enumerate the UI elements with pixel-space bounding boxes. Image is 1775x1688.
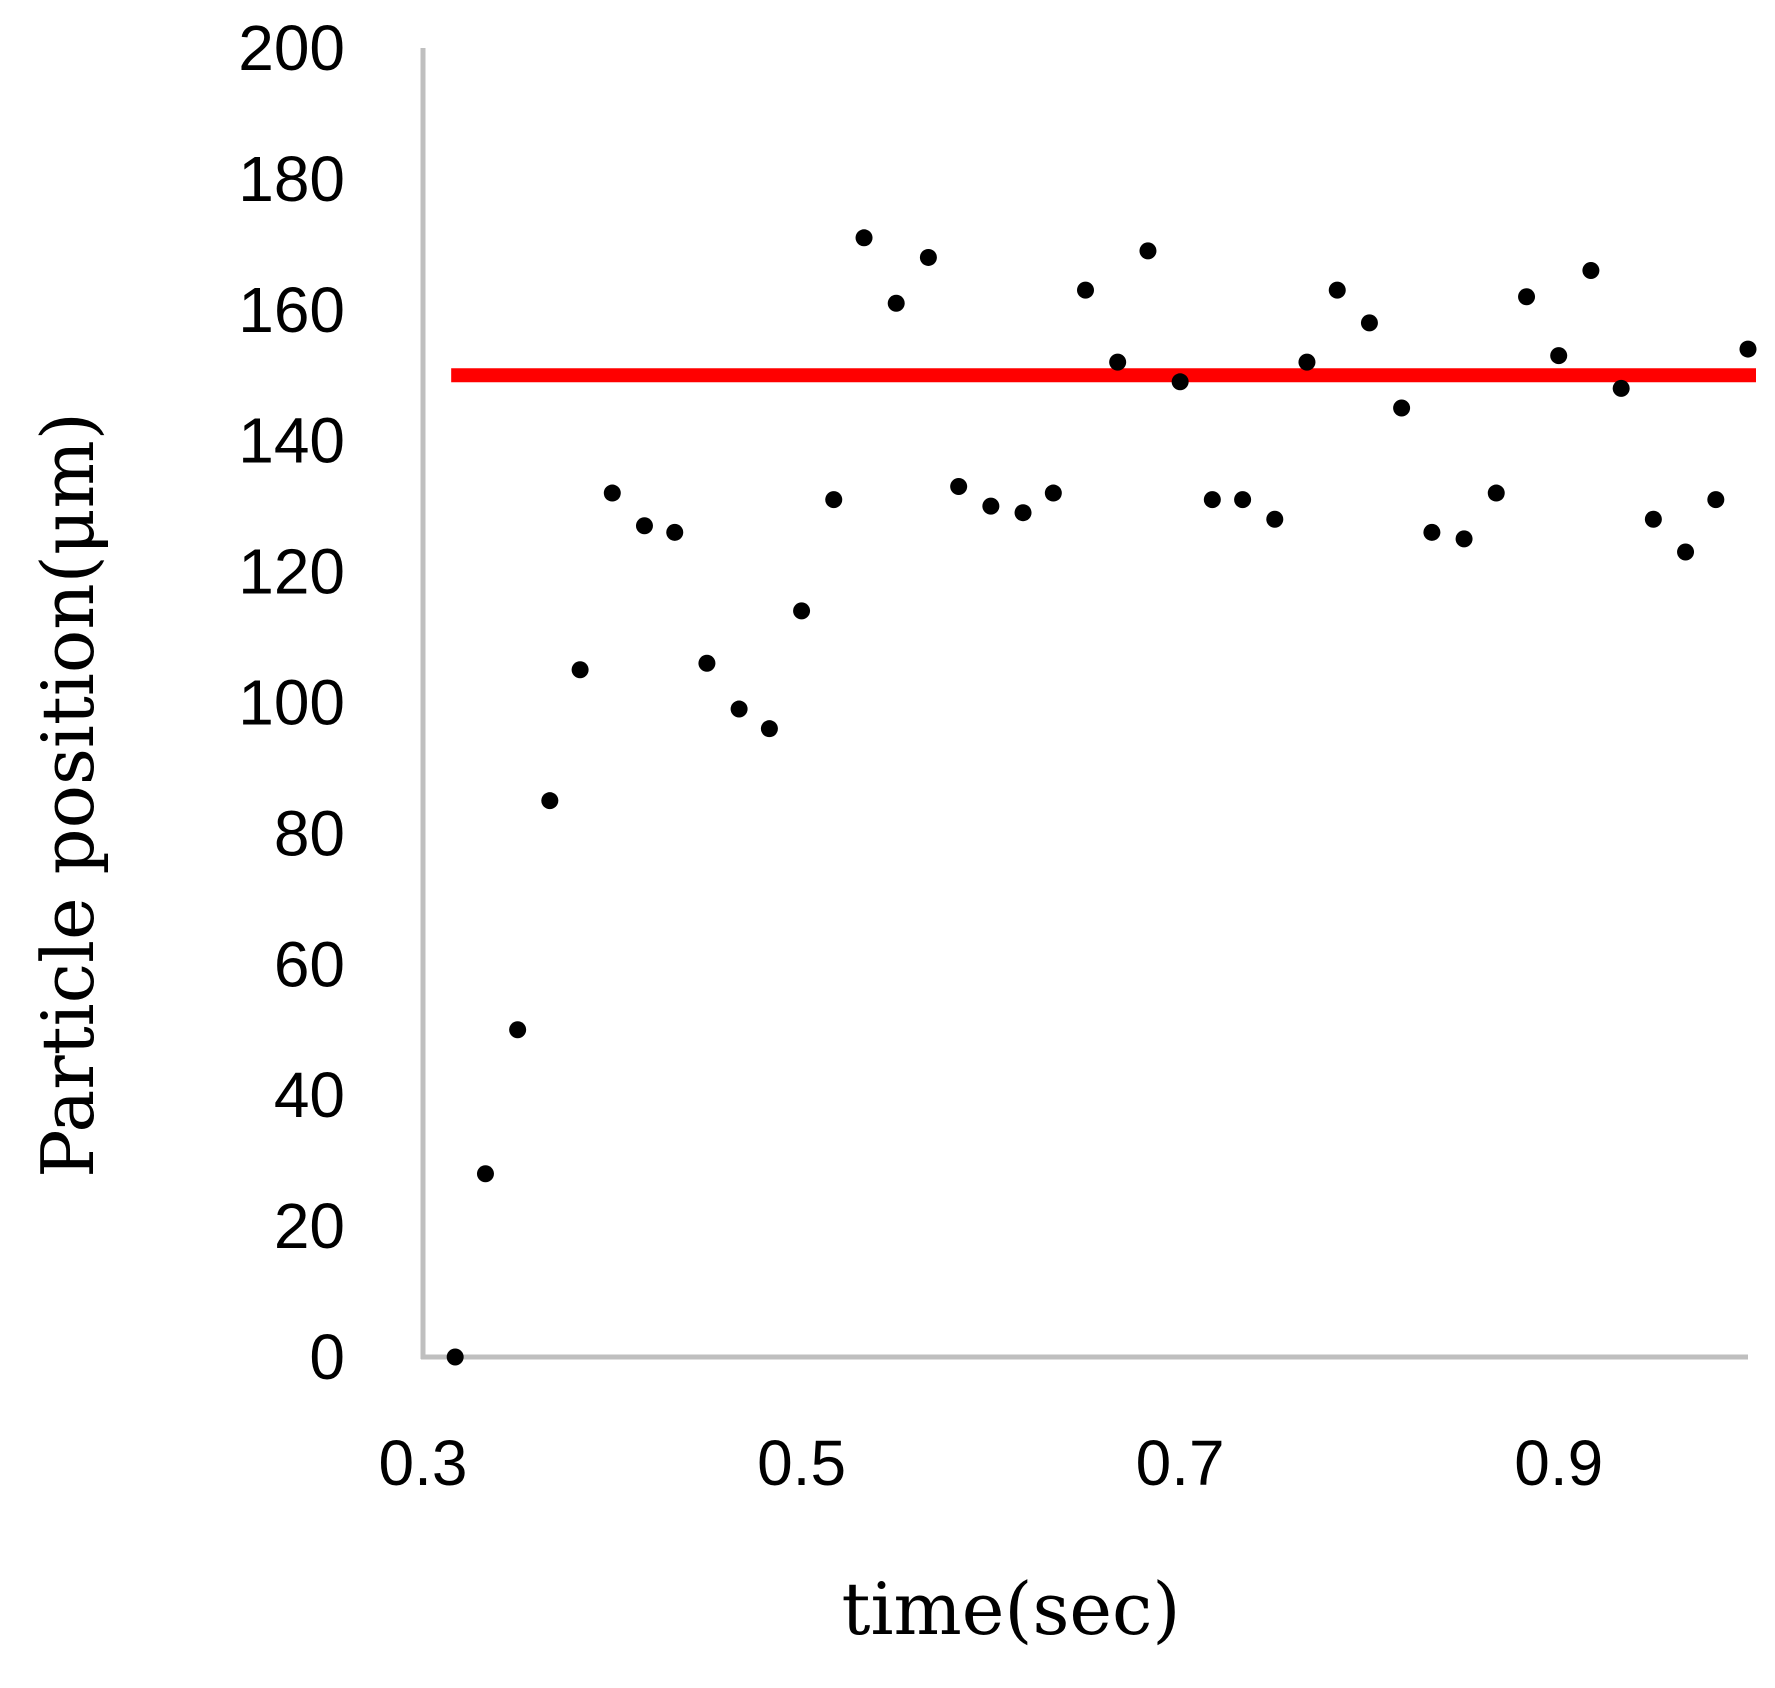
data-point	[666, 524, 683, 541]
data-point	[1550, 347, 1567, 364]
data-point	[509, 1021, 526, 1038]
data-point	[604, 485, 621, 502]
y-axis-title: Particle position(μm)	[26, 412, 110, 1178]
data-point	[888, 295, 905, 312]
data-point	[1423, 524, 1440, 541]
data-point	[1518, 288, 1535, 305]
data-point	[1645, 511, 1662, 528]
data-point	[982, 498, 999, 515]
x-tick-label: 0.5	[757, 1427, 846, 1499]
data-point	[950, 478, 967, 495]
data-point	[1172, 373, 1189, 390]
y-tick-label: 160	[238, 274, 345, 346]
data-point	[1139, 242, 1156, 259]
data-point	[1015, 504, 1032, 521]
data-point	[698, 655, 715, 672]
x-tick-labels: 0.3 0.5 0.7 0.9	[379, 1427, 1604, 1499]
data-point	[1393, 399, 1410, 416]
data-point	[761, 720, 778, 737]
data-point	[477, 1165, 494, 1182]
data-point	[1707, 491, 1724, 508]
x-tick-label: 0.9	[1514, 1427, 1603, 1499]
data-point	[541, 792, 558, 809]
y-tick-label: 40	[274, 1059, 345, 1131]
y-tick-label: 100	[238, 667, 345, 739]
data-point	[793, 602, 810, 619]
data-point	[1045, 485, 1062, 502]
x-tick-label: 0.7	[1136, 1427, 1225, 1499]
data-points	[447, 229, 1757, 1365]
data-point	[1456, 530, 1473, 547]
data-point	[1266, 511, 1283, 528]
data-point	[1582, 262, 1599, 279]
data-point	[1077, 282, 1094, 299]
y-tick-label: 120	[238, 536, 345, 608]
data-point	[856, 229, 873, 246]
y-tick-label: 60	[274, 928, 345, 1000]
x-axis-title: time(sec)	[842, 1567, 1181, 1651]
data-point	[636, 517, 653, 534]
data-point	[1677, 543, 1694, 560]
y-tick-label: 20	[274, 1190, 345, 1262]
data-point	[1109, 354, 1126, 371]
x-tick-label: 0.3	[379, 1427, 468, 1499]
y-tick-label: 80	[274, 797, 345, 869]
data-point	[1488, 485, 1505, 502]
data-point	[1298, 354, 1315, 371]
data-point	[825, 491, 842, 508]
axes	[421, 48, 1748, 1359]
y-tick-label: 140	[238, 405, 345, 477]
y-tick-label: 0	[309, 1321, 345, 1393]
y-tick-label: 180	[238, 143, 345, 215]
data-point	[1613, 380, 1630, 397]
data-point	[1234, 491, 1251, 508]
data-point	[1204, 491, 1221, 508]
data-point	[1740, 341, 1757, 358]
y-tick-label: 200	[238, 12, 345, 84]
data-point	[731, 701, 748, 718]
data-point	[447, 1349, 464, 1366]
data-point	[1361, 314, 1378, 331]
data-point	[920, 249, 937, 266]
y-tick-labels: 0 20 40 60 80 100 120 140 160 180 200	[238, 12, 345, 1393]
data-point	[1329, 282, 1346, 299]
data-point	[572, 661, 589, 678]
